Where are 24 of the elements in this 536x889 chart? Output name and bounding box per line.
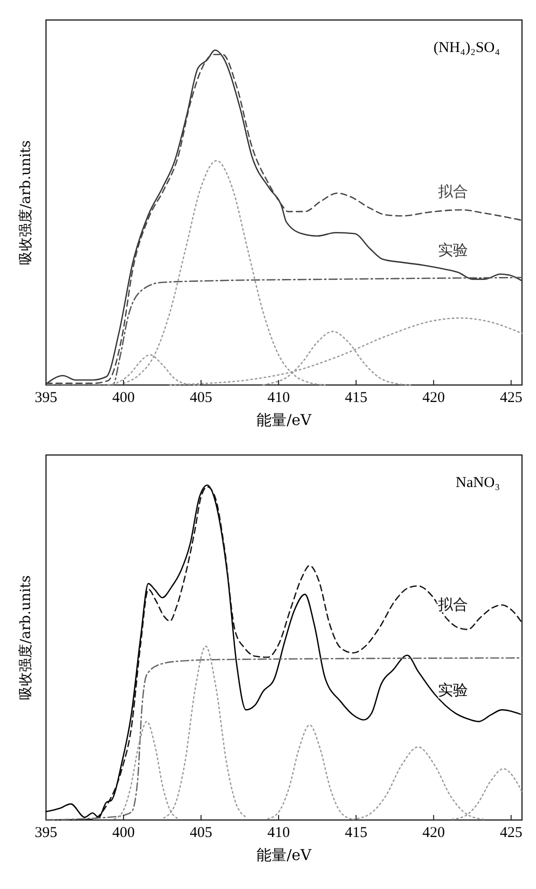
chart-title: (NH₄)₂SO₄ (433, 40, 500, 56)
x-tick-label: 405 (190, 825, 212, 841)
x-axis-title: 能量/eV (256, 846, 313, 864)
series-label: 实验 (438, 241, 468, 260)
x-tick-label: 425 (500, 825, 522, 841)
x-tick-label: 395 (34, 825, 58, 841)
x-tick-label: 415 (344, 825, 368, 841)
x-axis-title: 能量/eV (256, 411, 313, 429)
x-tick-label: 395 (34, 390, 58, 406)
series-label: 拟合 (438, 595, 468, 614)
y-axis-title: 吸收强度/arb.units (18, 140, 34, 265)
x-tick-label: 405 (190, 390, 212, 406)
x-tick-label: 400 (112, 825, 135, 841)
x-tick-label: 425 (500, 390, 522, 406)
y-axis-title: 吸收强度/arb.units (18, 575, 34, 700)
chart-title: NaNO₃ (456, 475, 500, 491)
series-label: 拟合 (438, 182, 468, 200)
x-tick-label: 410 (267, 390, 290, 406)
x-tick-label: 400 (112, 390, 135, 406)
x-tick-label: 420 (422, 390, 445, 406)
x-tick-label: 415 (344, 390, 368, 406)
series-label: 实验 (438, 681, 468, 700)
x-tick-label: 410 (267, 825, 290, 841)
x-tick-label: 420 (422, 825, 445, 841)
